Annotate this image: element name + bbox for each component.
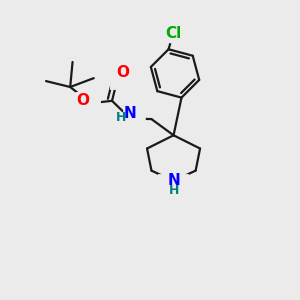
Text: O: O xyxy=(116,65,129,80)
Text: Cl: Cl xyxy=(165,26,182,41)
Text: O: O xyxy=(76,93,89,108)
Text: N: N xyxy=(124,106,136,121)
Text: N: N xyxy=(167,173,180,188)
Text: H: H xyxy=(116,111,126,124)
Text: H: H xyxy=(169,184,180,197)
